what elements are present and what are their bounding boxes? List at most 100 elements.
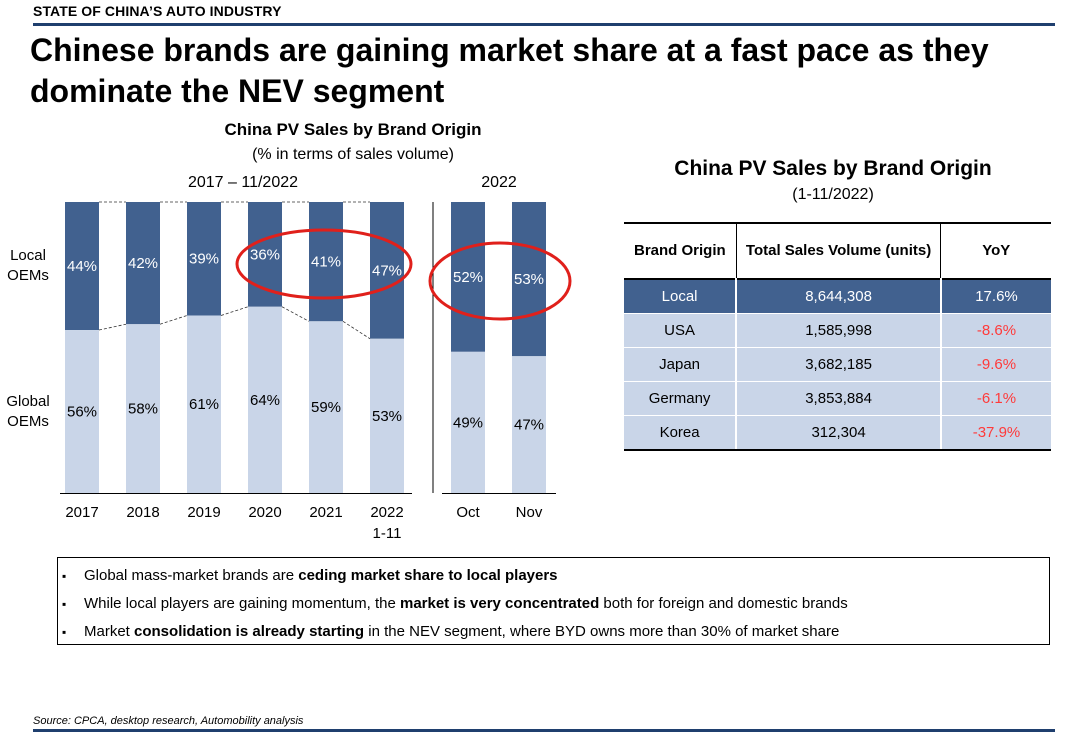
cell-origin: Germany [624,381,737,416]
bar-global-5 [370,338,404,493]
bullet-item: ▪ Market consolidation is already starti… [58,618,1049,646]
cell-volume: 3,853,884 [735,381,941,416]
cell-yoy: -8.6% [939,313,1051,348]
bullet-item: ▪ Global mass-market brands are ceding m… [58,562,1049,590]
tick-label-6: Oct [456,504,480,521]
bar-local-1 [126,202,160,325]
tick-label-5: 2022 [370,504,403,521]
bar-local-0 [65,202,99,331]
highlight-ellipse-oct-nov [428,241,572,321]
bullet-marker: ▪ [62,569,67,583]
bullet-item: ▪ While local players are gaining moment… [58,590,1049,618]
label-global-3: 64% [250,392,280,409]
bar-global-2 [187,315,221,493]
group-label-2017-2022: 2017 – 11/2022 [187,174,299,191]
left-chart-title: China PV Sales by Brand Origin [224,120,482,139]
bar-local-6 [451,202,485,352]
tick-label-7: Nov [516,504,543,521]
bullet-emphasis: market is very concentrated [399,595,600,612]
bar-local-7 [512,202,546,357]
label-local-1: 42% [128,255,158,272]
connector-split-4 [342,320,371,340]
bullet-text: While local players are gaining momentum… [84,595,400,612]
bar-global-6 [451,351,485,493]
table-row: Japan 3,682,185 -9.6% [624,347,1051,382]
row-label-global-text: Global OEMs [6,393,50,430]
tick-label-4: 2021 [309,504,342,521]
cell-origin: USA [624,313,737,348]
row-label-local: Local OEMs [3,246,53,286]
tick-label-2: 2019 [187,504,220,521]
table-title: China PV Sales by Brand Origin [674,157,992,180]
bar-local-2 [187,202,221,316]
group-label-2022: 2022 [481,174,517,191]
bar-global-1 [126,324,160,493]
header-yoy: YoY [940,223,1051,279]
label-global-2: 61% [189,396,219,413]
table-row: USA 1,585,998 -8.6% [624,313,1051,348]
connector-split-2 [220,306,249,316]
bar-global-3 [248,306,282,493]
left-chart-subtitle: (% in terms of sales volume) [252,146,454,163]
bullet-text: Global mass-market brands are [84,567,299,584]
row-label-local-text: Local OEMs [7,247,49,284]
tick-label-5-line2: 1-11 [373,525,402,542]
label-local-4: 41% [311,254,341,271]
table-row: Korea 312,304 -37.9% [624,415,1051,451]
label-global-4: 59% [311,399,341,416]
bullet-emphasis: ceding market share to local players [298,567,558,584]
label-local-2: 39% [189,251,219,268]
section-label: STATE OF CHINA’S AUTO INDUSTRY [33,3,282,19]
key-takeaways-box: ▪ Global mass-market brands are ceding m… [57,557,1050,645]
cell-yoy: -6.1% [939,381,1051,416]
cell-volume: 8,644,308 [735,279,941,314]
label-local-6: 52% [453,269,483,286]
bar-global-0 [65,330,99,493]
label-global-7: 47% [514,417,544,434]
cell-origin: Local [624,279,737,314]
label-global-0: 56% [67,404,97,421]
label-local-7: 53% [514,271,544,288]
tick-label-0: 2017 [65,504,98,521]
page-headline: Chinese brands are gaining market share … [30,32,989,109]
bar-local-5 [370,202,404,339]
table-row: Germany 3,853,884 -6.1% [624,381,1051,416]
top-rule [33,23,1055,26]
cell-origin: Japan [624,347,737,382]
stacked-bar-chart: 44% 56% 2017 42% 58% 2018 39% 61% 2019 36% 64% 2020… [60,198,572,542]
label-local-3: 36% [250,246,280,263]
connector-split-1 [159,315,188,325]
cell-volume: 312,304 [735,415,941,451]
bullet-text: Market [84,623,135,640]
highlight-ellipse-2020-2022 [235,228,413,300]
bar-global-7 [512,356,546,493]
label-global-1: 58% [128,401,158,418]
table-row: Local 8,644,308 17.6% [624,279,1051,314]
label-global-6: 49% [453,414,483,431]
cell-yoy: -37.9% [939,415,1051,451]
sales-table: Brand Origin Total Sales Volume (units) … [624,222,1051,451]
tick-label-1: 2018 [126,504,159,521]
label-local-5: 47% [372,262,402,279]
bullet-text-tail: in the NEV segment, where BYD owns more … [364,623,840,640]
bar-local-4 [309,202,343,322]
row-label-global: Global OEMs [2,392,54,432]
header-brand-origin: Brand Origin [634,242,726,259]
cell-yoy: 17.6% [939,279,1051,314]
cell-volume: 3,682,185 [735,347,941,382]
header-total-sales: Total Sales Volume (units) [735,223,941,279]
connector-split-3 [281,306,310,322]
table-subtitle: (1-11/2022) [792,186,874,203]
source-note: Source: CPCA, desktop research, Automobi… [33,715,304,727]
bullet-text-tail: both for foreign and domestic brands [599,595,848,612]
cell-origin: Korea [624,415,737,451]
label-global-5: 53% [372,408,402,425]
bullet-emphasis: consolidation is already starting [134,623,365,640]
label-local-0: 44% [67,258,97,275]
table-header-row: Brand Origin Total Sales Volume (units) … [624,223,1051,279]
bullet-marker: ▪ [62,625,67,639]
connector-split-0 [98,323,127,331]
cell-volume: 1,585,998 [735,313,941,348]
bottom-rule [33,729,1055,732]
cell-yoy: -9.6% [939,347,1051,382]
